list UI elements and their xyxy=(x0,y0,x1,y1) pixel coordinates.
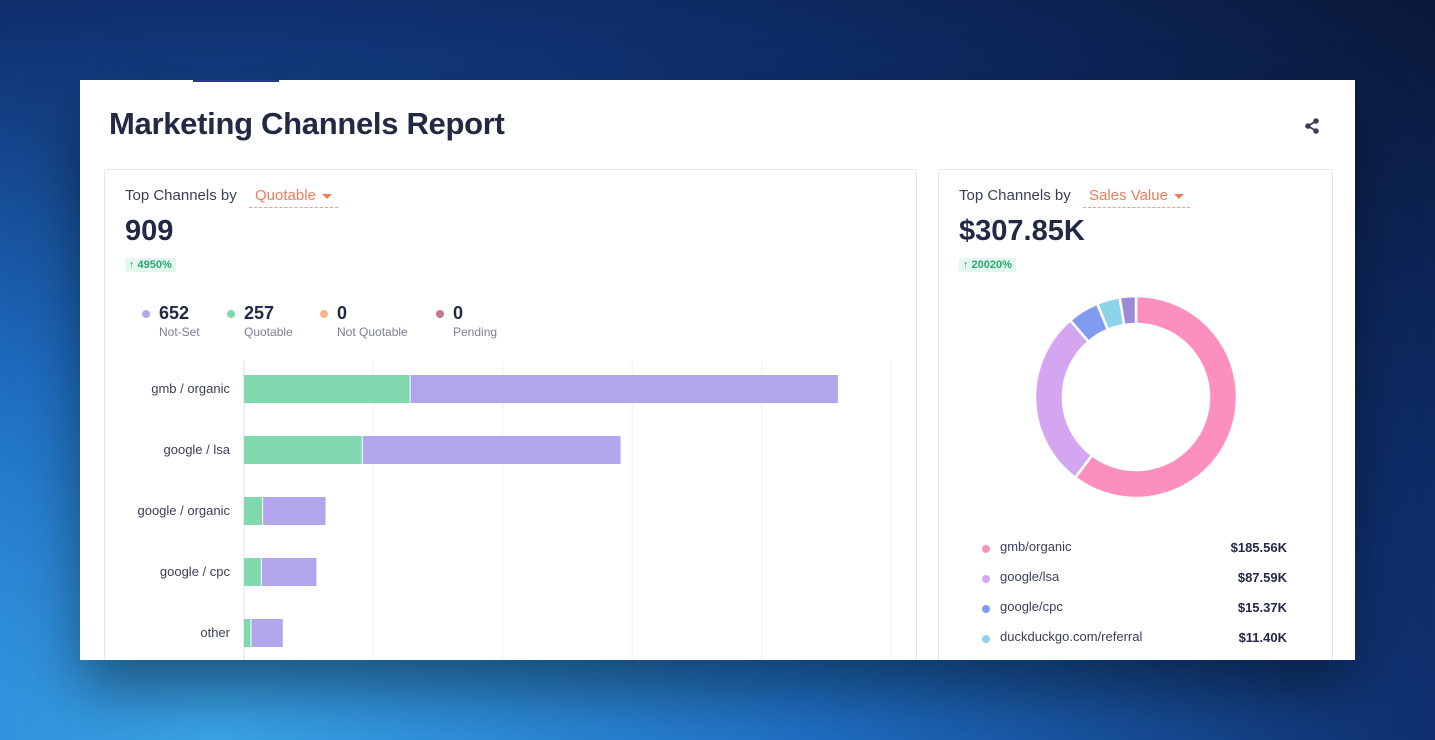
bar-segment xyxy=(261,558,317,586)
bar-segment xyxy=(251,619,283,647)
legend-label: Quotable xyxy=(244,325,293,339)
change-badge: ↑ 20020% xyxy=(959,258,1016,272)
bar-segment xyxy=(263,497,326,525)
caret-down-icon xyxy=(1173,193,1184,199)
total-value: $307.85K xyxy=(959,215,1085,247)
total-value: 909 xyxy=(125,215,174,247)
bar-segment xyxy=(244,558,261,586)
top-channels-by-label: Top Channels by xyxy=(959,187,1071,204)
bar-segment xyxy=(244,436,362,464)
legend-label: Pending xyxy=(453,325,498,339)
share-button[interactable] xyxy=(1301,115,1323,137)
legend-value: 257 xyxy=(244,303,275,323)
donut-slice xyxy=(1034,318,1094,480)
metric-dropdown[interactable]: Quotable xyxy=(249,187,338,208)
channel-value: $87.59K xyxy=(1237,570,1287,585)
channel-value: $15.37K xyxy=(1237,600,1287,615)
legend-value: 652 xyxy=(159,303,190,323)
category-label: other xyxy=(200,625,230,640)
category-label: google / organic xyxy=(137,503,230,518)
channels-bar-chart: gmb / organic google / lsa google / organi… xyxy=(137,360,892,660)
change-badge: ↑ 4950% xyxy=(125,258,176,272)
channel-name: gmb/organic xyxy=(1000,539,1072,554)
channel-row: duckduckgo.com/referral $11.40K xyxy=(939,629,1332,649)
channel-name: google/lsa xyxy=(1000,569,1060,584)
channel-name: google/cpc xyxy=(1000,599,1063,614)
channel-name: duckduckgo.com/referral xyxy=(1000,629,1143,644)
channel-row: google/cpc $15.37K xyxy=(939,599,1332,619)
channel-value: $185.56K xyxy=(1230,540,1287,555)
top-channels-sales-panel: Top Channels by Sales Value $307.85K ↑ 2… xyxy=(938,169,1333,660)
legend-label: Not Quotable xyxy=(337,325,408,339)
legend-dot xyxy=(320,310,328,318)
top-channels-quotable-panel: Top Channels by Quotable 909 ↑ 4950% 652… xyxy=(104,169,917,660)
top-channels-by-label: Top Channels by xyxy=(125,187,237,204)
report-card: Marketing Channels Report Top Channels b… xyxy=(80,80,1355,660)
channel-row: google/lsa $87.59K xyxy=(939,569,1332,589)
bar-segment xyxy=(244,375,410,403)
active-tab-indicator xyxy=(193,80,279,82)
donut-slice xyxy=(1118,295,1138,327)
metric-dropdown[interactable]: Sales Value xyxy=(1083,187,1190,208)
caret-down-icon xyxy=(321,193,332,199)
category-label: gmb / organic xyxy=(151,381,230,396)
channel-dot xyxy=(982,635,990,643)
metric-dropdown-value: Sales Value xyxy=(1089,187,1168,204)
share-icon xyxy=(1305,118,1319,134)
channel-dot xyxy=(982,575,990,583)
channel-dot xyxy=(982,605,990,613)
legend-value: 0 xyxy=(337,303,348,323)
legend-dot xyxy=(227,310,235,318)
channel-row: gmb/organic $185.56K xyxy=(939,539,1332,559)
legend-dot xyxy=(142,310,150,318)
bar-segment xyxy=(410,375,838,403)
channel-dot xyxy=(982,545,990,553)
bar-segment xyxy=(244,497,263,525)
page-title: Marketing Channels Report xyxy=(109,106,505,141)
bar-segment xyxy=(244,619,251,647)
bar-segment xyxy=(362,436,621,464)
category-label: google / lsa xyxy=(164,442,231,457)
donut-slice xyxy=(1073,295,1238,499)
legend-dot xyxy=(436,310,444,318)
channel-value: $11.40K xyxy=(1238,630,1287,645)
legend-value: 0 xyxy=(453,303,464,323)
category-label: google / cpc xyxy=(160,564,231,579)
metric-dropdown-value: Quotable xyxy=(255,187,316,204)
legend-label: Not-Set xyxy=(159,325,200,339)
sales-donut-chart xyxy=(1034,295,1238,499)
